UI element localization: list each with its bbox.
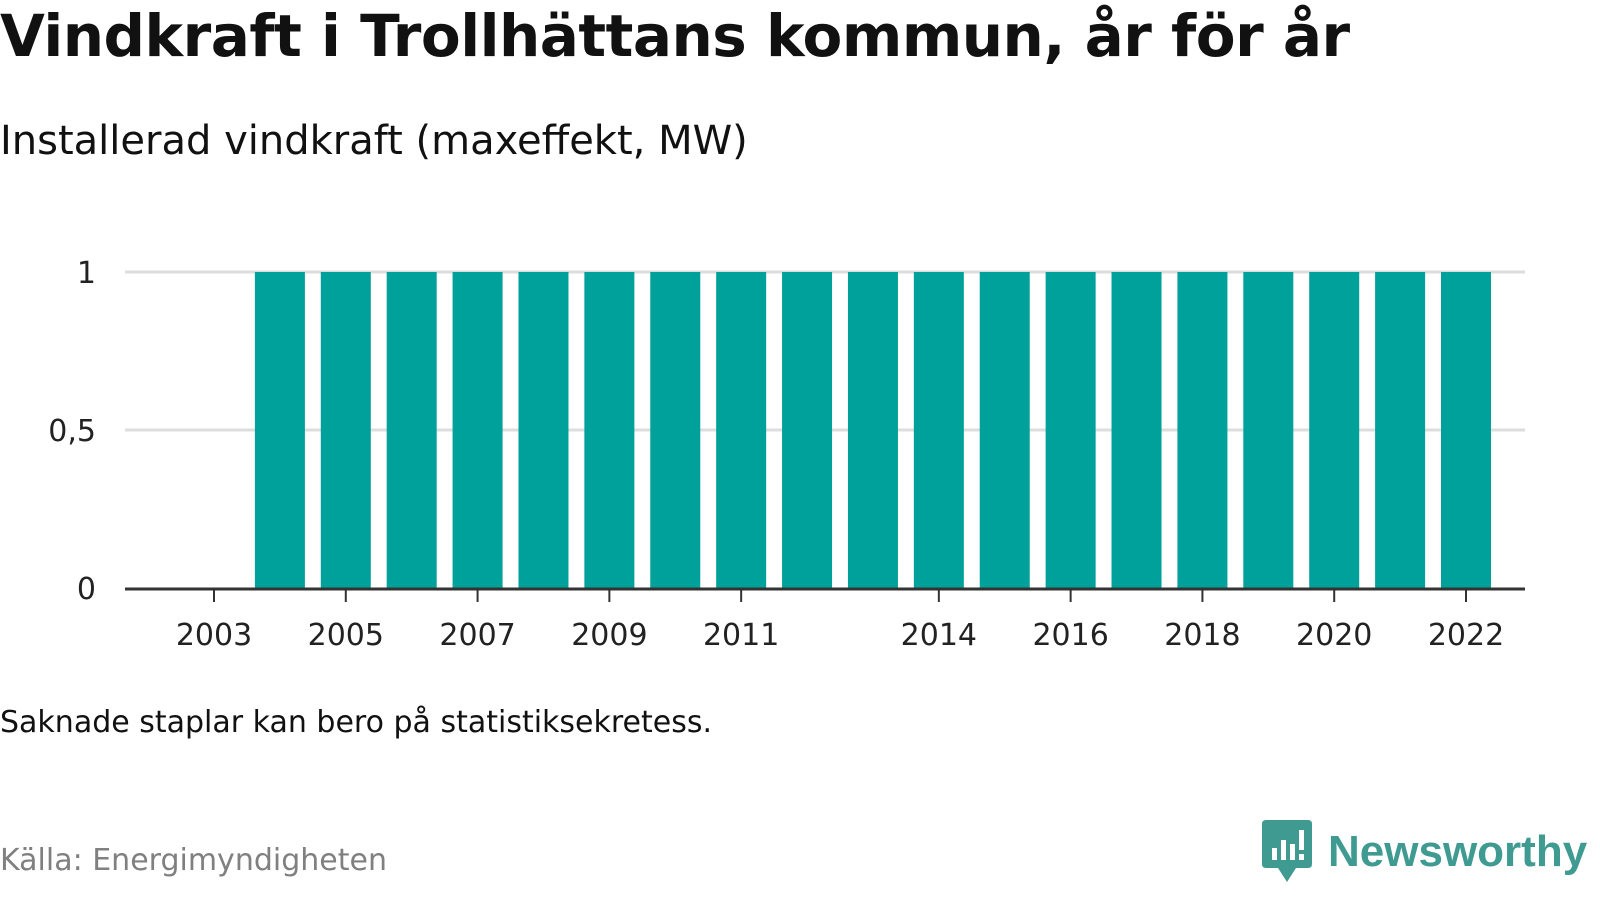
newsworthy-logo-icon xyxy=(1262,820,1312,882)
x-tick-label: 2014 xyxy=(901,618,977,653)
x-tick-label: 2016 xyxy=(1032,618,1108,653)
bar xyxy=(1177,272,1228,588)
x-tick-label: 2022 xyxy=(1428,618,1504,653)
bar xyxy=(979,272,1030,588)
bar xyxy=(386,272,437,588)
y-axis-labels: 00,51 xyxy=(48,256,96,607)
x-tick-label: 2009 xyxy=(571,618,647,653)
bars xyxy=(254,272,1491,588)
bar xyxy=(1309,272,1360,588)
bar xyxy=(913,272,964,588)
bar xyxy=(320,272,371,588)
bar xyxy=(1045,272,1096,588)
bar xyxy=(847,272,898,588)
brand-logo: Newsworthy xyxy=(1262,820,1587,884)
y-tick-label: 0 xyxy=(77,572,96,607)
bar xyxy=(452,272,503,588)
bar xyxy=(254,272,305,588)
bar xyxy=(650,272,701,588)
chart-subtitle: Installerad vindkraft (maxeffekt, MW) xyxy=(0,118,748,164)
x-tick-label: 2018 xyxy=(1164,618,1240,653)
bar xyxy=(1111,272,1162,588)
x-tick-label: 2005 xyxy=(308,618,384,653)
x-axis-labels: 2003 2005 2007 2009 2011 2014 2016 2018 2020 2022 xyxy=(176,618,1504,653)
x-tick-label: 2011 xyxy=(703,618,779,653)
bar xyxy=(518,272,569,588)
x-tick-label: 2007 xyxy=(439,618,515,653)
bar xyxy=(1243,272,1294,588)
bar xyxy=(584,272,635,588)
bar xyxy=(1441,272,1491,588)
x-tick-label: 2003 xyxy=(176,618,252,653)
x-tick-label: 2020 xyxy=(1296,618,1372,653)
bar xyxy=(1375,272,1426,588)
brand-name: Newsworthy xyxy=(1328,827,1588,876)
bar xyxy=(716,272,767,588)
footnote: Saknade staplar kan bero på statistiksek… xyxy=(0,705,713,740)
x-axis-ticks xyxy=(213,589,1467,602)
chart-title: Vindkraft i Trollhättans kommun, år för … xyxy=(0,2,1350,70)
bar xyxy=(782,272,833,588)
y-tick-label: 1 xyxy=(77,256,96,291)
y-tick-label: 0,5 xyxy=(48,414,96,449)
source-credit: Källa: Energimyndigheten xyxy=(0,843,387,878)
